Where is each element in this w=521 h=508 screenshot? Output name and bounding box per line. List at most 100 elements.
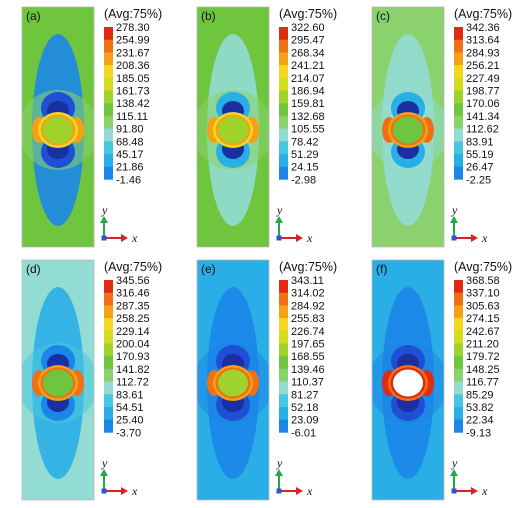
color-bar-tick: 141.82 [116, 364, 150, 376]
contour-plot: (a)yx(Avg:75%)278.30254.99231.67208.3618… [21, 6, 162, 248]
legend-header: (Avg:75%) [104, 7, 162, 21]
color-bar-segment [279, 52, 288, 66]
color-bar-tick: 274.15 [466, 313, 500, 325]
legend-header: (Avg:75%) [454, 7, 512, 21]
color-bar-segment [104, 141, 113, 155]
x-axis-label: x [481, 484, 488, 498]
color-bar-tick: 170.06 [466, 98, 500, 110]
color-bar-tick: 148.25 [466, 364, 500, 376]
color-bar-tick: 25.40 [116, 415, 144, 427]
color-bar-segment [454, 318, 463, 332]
color-bar-segment [104, 52, 113, 66]
color-bar-segment [279, 128, 288, 142]
color-bar-tick: 141.34 [466, 111, 500, 123]
panel-label: (a) [26, 9, 41, 23]
color-bar-tick: 159.81 [291, 98, 325, 110]
hole [393, 369, 423, 397]
y-arrow-head [100, 469, 108, 476]
hole [43, 369, 73, 397]
color-bar-tick: 295.47 [291, 35, 325, 47]
contour-panel: (e) y x (Avg:75%) 343.11 314.02 284.92 255.83 22… [175, 253, 346, 506]
color-bar-segment [454, 27, 463, 40]
x-axis-label: x [306, 484, 313, 498]
color-bar-tick: 284.93 [466, 47, 500, 59]
color-bar-tick: 116.77 [466, 377, 499, 389]
color-bar-segment [454, 356, 463, 370]
color-bar-segment [104, 128, 113, 142]
color-bar-tick: 110.37 [291, 377, 324, 389]
color-bar: 322.60295.47268.34241.21214.07186.94159.… [279, 22, 325, 186]
plate [372, 7, 444, 247]
color-bar-tick: -2.98 [291, 174, 316, 186]
color-bar-tick: 26.47 [466, 162, 494, 174]
color-bar-tick: 83.91 [466, 136, 494, 148]
color-bar-segment [454, 39, 463, 53]
color-bar-tick: 112.72 [116, 377, 149, 389]
color-bar-tick: 168.55 [291, 351, 325, 363]
color-bar-segment [454, 280, 463, 293]
color-bar-tick: 231.67 [116, 47, 150, 59]
plate [22, 7, 94, 247]
color-bar-segment [104, 103, 113, 117]
color-bar-segment [279, 280, 288, 293]
color-bar-segment [104, 419, 113, 433]
color-bar-segment [104, 27, 113, 40]
color-bar-tick: 85.29 [466, 389, 494, 401]
color-bar-segment [104, 115, 113, 129]
plate [22, 260, 94, 500]
color-bar-segment [104, 330, 113, 344]
color-bar-segment [104, 166, 113, 180]
color-bar-segment [454, 305, 463, 319]
color-bar-tick: 51.29 [291, 149, 319, 161]
color-bar-segment [279, 305, 288, 319]
contour-panel: (a) y x (Avg:75%) 278.30 254.99 231.67 208.36 18… [0, 0, 171, 253]
x-arrow-head [471, 234, 478, 242]
color-bar-segment [279, 381, 288, 395]
color-bar-segment [279, 166, 288, 180]
color-bar: 343.11314.02284.92255.83226.74197.65168.… [279, 275, 325, 439]
color-bar-tick: 54.51 [116, 402, 144, 414]
y-axis-label: y [276, 203, 283, 217]
contour-plot: (c)yx(Avg:75%)342.36313.64284.93256.2122… [371, 6, 512, 248]
color-bar-tick: 23.09 [291, 415, 319, 427]
hole [218, 116, 248, 144]
color-bar-tick: -9.13 [466, 427, 491, 439]
color-bar-segment [104, 368, 113, 382]
color-bar-segment [279, 65, 288, 79]
plate-border [21, 259, 95, 501]
color-bar-tick: 112.62 [466, 124, 499, 136]
color-bar-segment [104, 305, 113, 319]
color-bar-segment [279, 368, 288, 382]
legend-header: (Avg:75%) [279, 7, 337, 21]
y-axis-label: y [451, 456, 458, 470]
color-bar-tick: 24.15 [291, 162, 319, 174]
x-arrow-head [121, 487, 128, 495]
color-bar-segment [279, 343, 288, 357]
color-bar-tick: 22.34 [466, 415, 494, 427]
contour-plot: (d)yx(Avg:75%)345.56316.46287.35258.2522… [21, 259, 162, 501]
color-bar-tick: 52.18 [291, 402, 319, 414]
color-bar-tick: 227.49 [466, 73, 500, 85]
plate [372, 260, 444, 500]
y-arrow-head [450, 216, 458, 223]
color-bar-segment [454, 292, 463, 306]
plate [197, 7, 269, 247]
color-bar-segment [279, 90, 288, 104]
color-bar-tick: 186.94 [291, 86, 325, 98]
color-bar-segment [279, 419, 288, 433]
color-bar-segment [104, 292, 113, 306]
color-bar-tick: -2.25 [466, 174, 491, 186]
color-bar-segment [104, 65, 113, 79]
color-bar-tick: -3.70 [116, 427, 141, 439]
color-bar-segment [454, 115, 463, 129]
x-arrow-head [296, 234, 303, 242]
color-bar-tick: 345.56 [116, 275, 150, 287]
color-bar-segment [279, 115, 288, 129]
panel-label: (f) [376, 262, 387, 276]
color-bar-tick: 343.11 [291, 275, 324, 287]
contour-panel: (d) y x (Avg:75%) 345.56 316.46 287.35 258.25 22… [0, 253, 171, 506]
y-axis-label: y [101, 203, 108, 217]
hole [393, 116, 423, 144]
color-bar-tick: 255.83 [291, 313, 325, 325]
color-bar-segment [279, 103, 288, 117]
